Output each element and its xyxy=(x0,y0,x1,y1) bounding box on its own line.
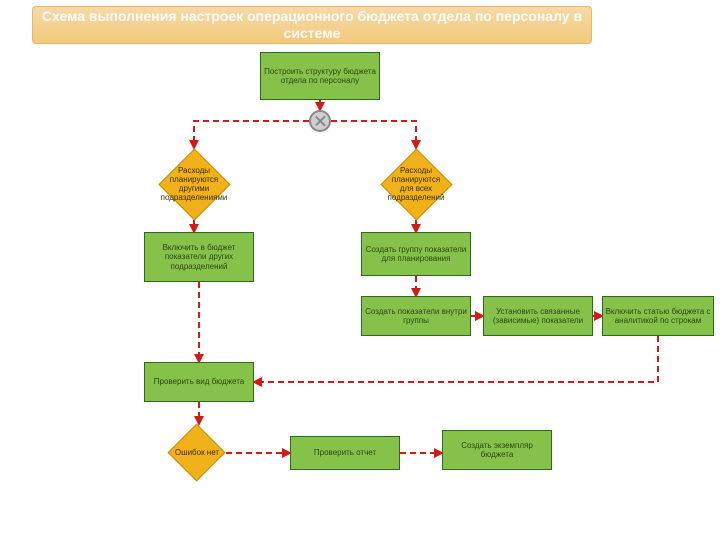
node-n_dep: Установить связанные (зависимые) показат… xyxy=(483,296,593,336)
node-d_other: Расходы планируются другими подразделени… xyxy=(158,148,230,220)
node-n_group: Создать группу показатели для планирован… xyxy=(361,232,471,276)
node-n_art: Включить статью бюджета с аналитикой по … xyxy=(602,296,714,336)
node-d_noerr: Ошибок нет xyxy=(168,424,226,482)
node-n_indic: Создать показатели внутри группы xyxy=(361,296,471,336)
node-n_inst: Создать экземпляр бюджета xyxy=(442,430,552,470)
gateway-icon xyxy=(309,110,331,132)
node-d_all: Расходы планируются для всех подразделен… xyxy=(380,148,452,220)
page-title-text: Схема выполнения настроек операционного … xyxy=(33,8,591,42)
page-title: Схема выполнения настроек операционного … xyxy=(32,6,592,44)
node-n_check: Проверить вид бюджета xyxy=(144,362,254,402)
node-n_build: Построить структуру бюджета отдела по пе… xyxy=(260,52,380,100)
edge-gate-d_other xyxy=(194,121,309,148)
edge-n_art-n_check xyxy=(254,336,658,382)
node-n_report: Проверить отчет xyxy=(290,436,400,470)
node-n_include: Включить в бюджет показатели других подр… xyxy=(144,232,254,282)
edge-gate-d_all xyxy=(331,121,416,148)
